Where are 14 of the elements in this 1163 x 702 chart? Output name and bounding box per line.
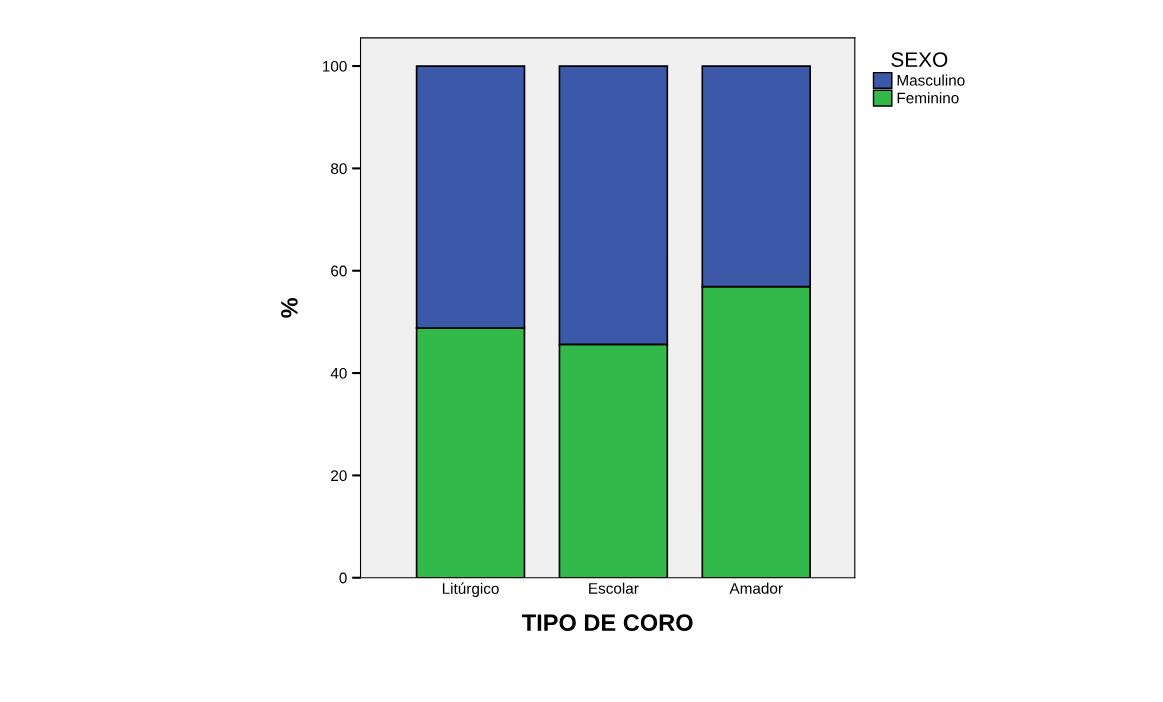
x-tick-label: Litúrgico bbox=[442, 582, 499, 598]
legend-title: SEXO bbox=[891, 52, 948, 67]
legend-label: Masculino bbox=[897, 74, 965, 86]
y-tick-label: 0 bbox=[339, 572, 347, 584]
y-tick-label: 100 bbox=[323, 60, 347, 72]
y-axis-title: % bbox=[281, 297, 298, 318]
y-tick-label: 40 bbox=[330, 367, 347, 379]
x-axis-title: TIPO DE CORO bbox=[522, 614, 693, 632]
x-tick-label: Amador bbox=[729, 582, 783, 594]
y-tick-label: 20 bbox=[331, 470, 347, 482]
y-tick-label: 80 bbox=[331, 163, 347, 175]
x-tick-label: Escolar bbox=[589, 582, 639, 594]
legend-label: Feminino bbox=[897, 92, 959, 104]
y-tick-label: 60 bbox=[331, 265, 347, 277]
